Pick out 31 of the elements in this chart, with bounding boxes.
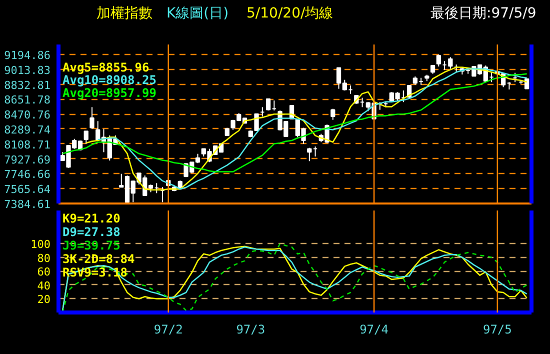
x-tick-label: 97/2	[154, 322, 183, 336]
y-tick-label: 7746.66	[4, 168, 50, 182]
y-tick-label: 7384.61	[4, 198, 50, 211]
y-tick-label: 100	[30, 238, 51, 252]
series-label: J9=39.75	[62, 238, 120, 252]
y-tick-label: 8289.74	[4, 123, 51, 136]
y-tick-label: 8470.76	[4, 108, 50, 122]
y-tick-label: 80	[37, 252, 51, 265]
y-tick-label: 7927.69	[4, 153, 50, 166]
x-tick-label: 97/5	[482, 322, 512, 336]
y-tick-label: 60	[37, 266, 51, 279]
y-tick-label: 8832.81	[4, 78, 50, 92]
y-tick-label: 20	[37, 293, 51, 306]
text: K9=21.20	[62, 212, 120, 226]
chart-title: 加權指數	[96, 6, 152, 22]
x-tick-label: 97/3	[236, 322, 266, 336]
text: Avg10=8908.25	[62, 73, 156, 88]
y-tick-label: 7565.64	[4, 183, 51, 196]
annotation: 3K-2D=8.84	[62, 252, 135, 266]
y-tick-label: 8651.78	[4, 94, 50, 107]
chart-subtitle: K線圖(日)	[166, 6, 229, 22]
text: Avg5=8855.96	[62, 60, 150, 74]
text: D9=27.38	[62, 225, 120, 239]
x-tick-label: 97/4	[360, 322, 388, 336]
y-tick-label: 9194.86	[4, 48, 50, 62]
y-tick-label: 40	[37, 279, 51, 292]
text: Avg20=8957.99	[62, 86, 156, 100]
text: 最後日期:97/5/9	[430, 6, 536, 22]
text: 5/10/20/均線	[246, 6, 334, 22]
y-tick-label: 9013.83	[4, 64, 50, 77]
y-tick-label: 8108.71	[4, 138, 50, 152]
